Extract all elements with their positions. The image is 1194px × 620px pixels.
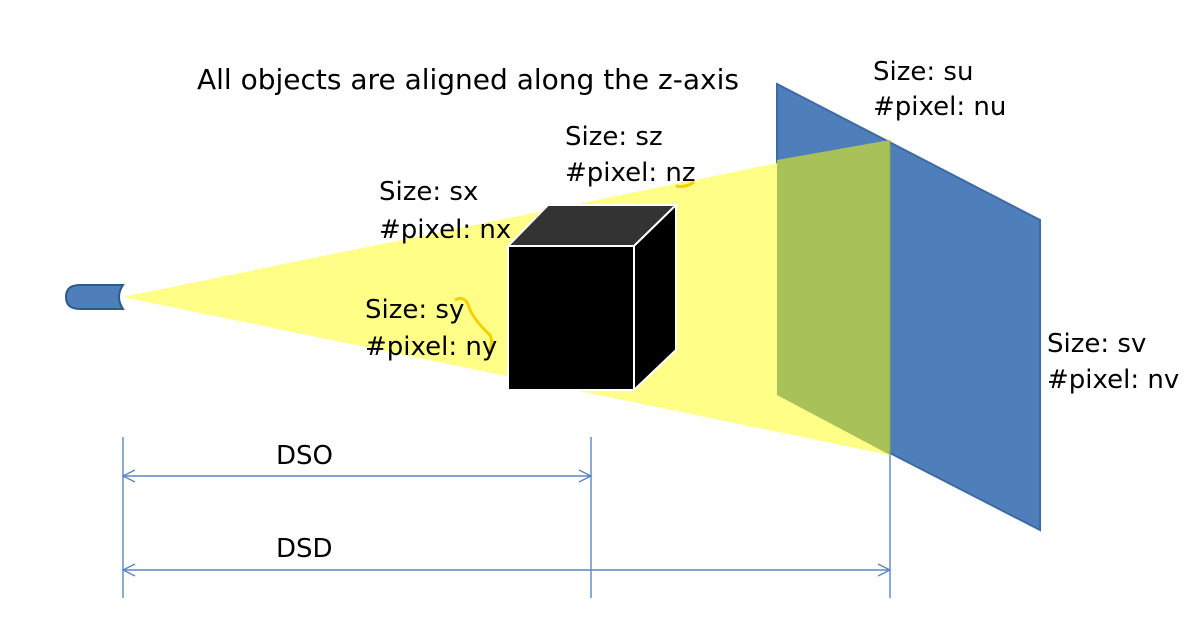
xray-source-icon bbox=[64, 284, 125, 310]
highlight-mark-sy bbox=[454, 296, 494, 353]
dsd-arrow bbox=[121, 563, 892, 577]
object-size-z-label: Size: sz bbox=[565, 122, 663, 152]
beam-detector-overlap bbox=[777, 140, 890, 455]
dso-arrow bbox=[121, 469, 593, 483]
diagram-title: All objects are aligned along the z-axis bbox=[197, 63, 739, 96]
xray-beam-cone bbox=[123, 140, 890, 455]
detector-size-v-label: Size: sv bbox=[1047, 329, 1146, 359]
object-cube bbox=[505, 202, 679, 393]
dso-label: DSO bbox=[276, 441, 333, 471]
object-pixel-y-label: #pixel: ny bbox=[365, 332, 497, 362]
object-pixel-x-label: #pixel: nx bbox=[379, 215, 511, 245]
object-size-y-label: Size: sy bbox=[365, 295, 464, 325]
object-size-x-label: Size: sx bbox=[379, 177, 478, 207]
detector-pixel-u-label: #pixel: nu bbox=[873, 92, 1006, 122]
cube-front-face bbox=[507, 245, 635, 391]
detector-size-u-label: Size: su bbox=[873, 57, 973, 87]
detector-pixel-v-label: #pixel: nv bbox=[1047, 365, 1179, 395]
object-pixel-z-label: #pixel: nz bbox=[565, 158, 695, 188]
highlight-mark-nz bbox=[675, 180, 695, 188]
dsd-label: DSD bbox=[276, 534, 333, 564]
